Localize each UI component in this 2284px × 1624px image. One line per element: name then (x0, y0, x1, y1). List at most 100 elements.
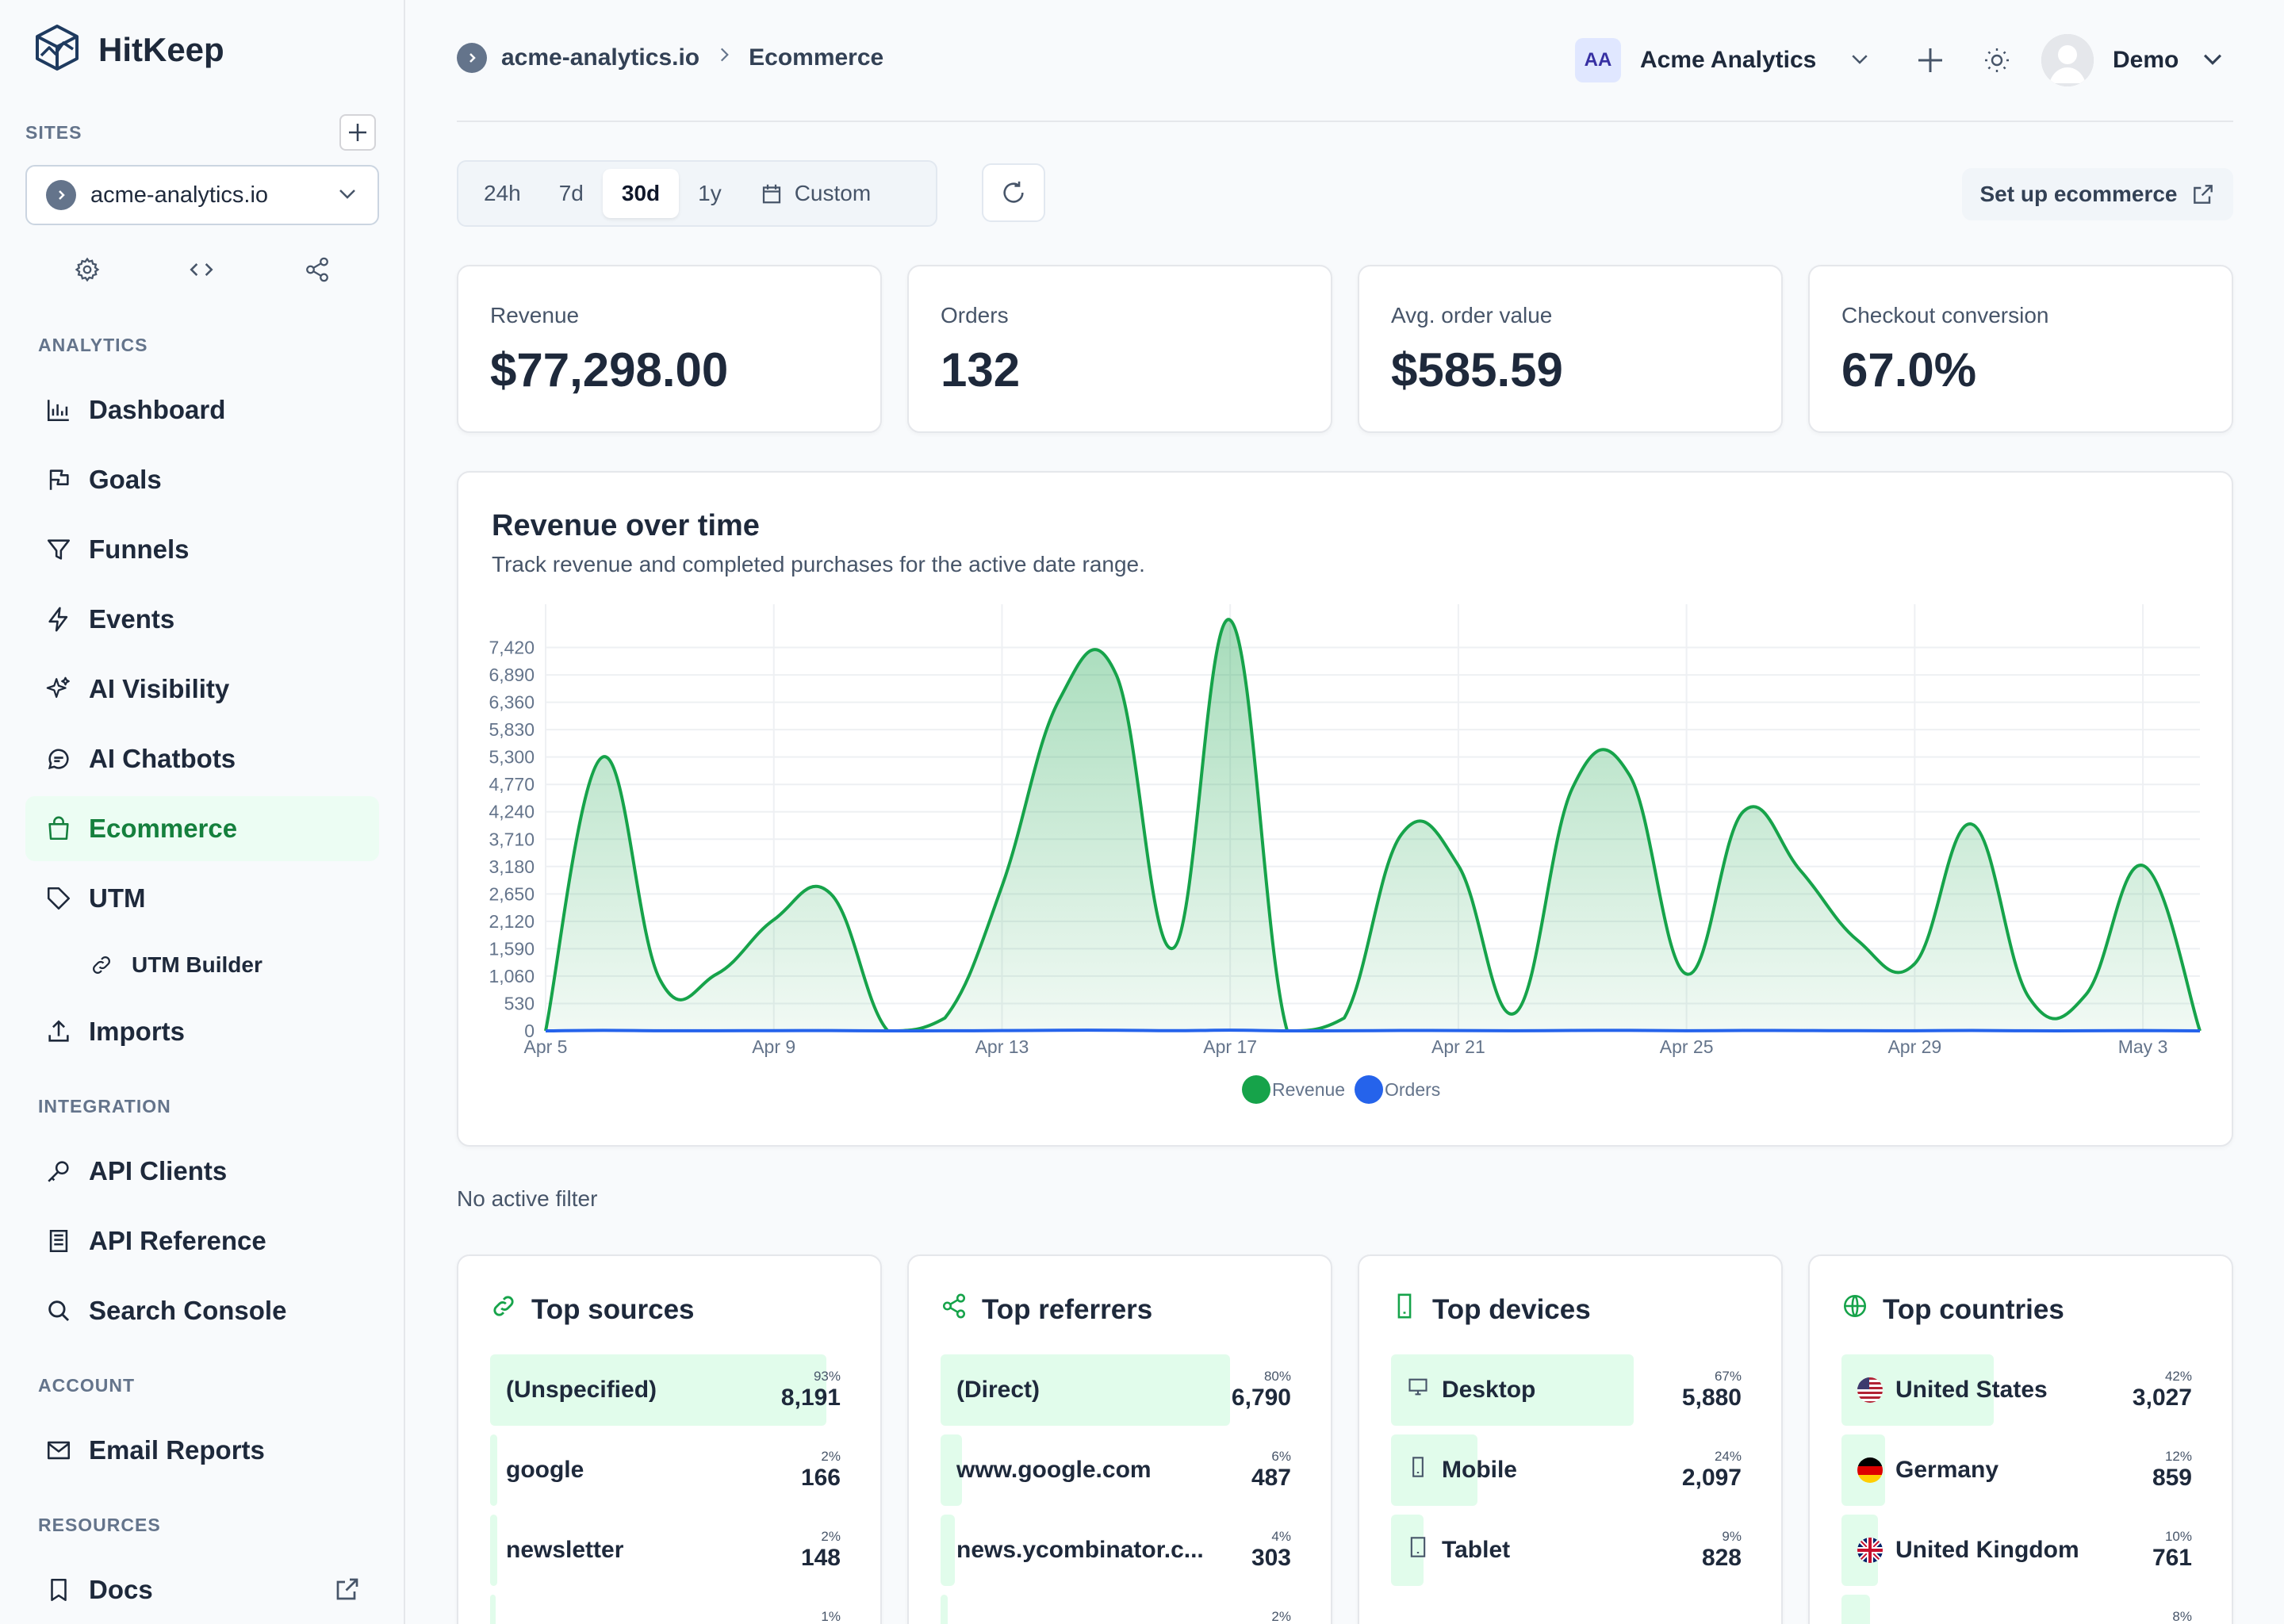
list-title: Top countries (1841, 1293, 2064, 1327)
list-row[interactable]: Tablet 9% 828 (1391, 1515, 1753, 1586)
kpi-label: Revenue (490, 303, 580, 327)
y-tick-label: 4,240 (489, 802, 535, 822)
chevron-down-icon (1848, 47, 1872, 75)
nav-ai-chatbots[interactable]: AI Chatbots (25, 726, 379, 791)
row-label: news.ycombinator.c... (956, 1537, 1204, 1563)
x-tick-label: Apr 5 (524, 1036, 568, 1057)
row-label: www.google.com (956, 1457, 1152, 1483)
row-name: United Kingdom (1857, 1515, 2079, 1586)
list-row[interactable]: (Direct) 80% 6,790 (941, 1354, 1302, 1426)
mobile-icon (1407, 1456, 1429, 1484)
row-percent: 42% (2164, 1369, 2192, 1384)
nav-ai-chatbots-label: AI Chatbots (89, 744, 236, 773)
nav-goals[interactable]: Goals (25, 447, 379, 512)
nav-ecommerce[interactable]: Ecommerce (25, 796, 379, 861)
tag-icon (43, 883, 75, 914)
list-row[interactable]: 2% (941, 1595, 1302, 1624)
list-title-text: Top sources (531, 1293, 695, 1325)
nav-funnels-label: Funnels (89, 534, 190, 564)
nav-utm-builder[interactable]: UTM Builder (68, 933, 379, 998)
list-row[interactable]: 8% (1841, 1595, 2203, 1624)
row-name: Mobile (1407, 1434, 1517, 1506)
flag-us-icon (1857, 1377, 1883, 1403)
site-settings-button[interactable] (71, 254, 103, 285)
theme-toggle-button[interactable] (1983, 32, 2011, 89)
hitkeep-logo-icon (35, 24, 79, 75)
list-row[interactable]: United States 42% 3,027 (1841, 1354, 2203, 1426)
row-name: google (506, 1434, 584, 1506)
list-row[interactable]: Germany 12% 859 (1841, 1434, 2203, 1506)
revenue-chart-card: Revenue over time Track revenue and comp… (457, 471, 2233, 1147)
share-bar (490, 1515, 498, 1586)
share-bar (1841, 1595, 1871, 1624)
list-row[interactable]: United Kingdom 10% 761 (1841, 1515, 2203, 1586)
list-row[interactable]: Desktop 67% 5,880 (1391, 1354, 1753, 1426)
list-row[interactable]: Mobile 24% 2,097 (1391, 1434, 1753, 1506)
embed-code-button[interactable] (186, 254, 217, 285)
row-value: 828 (1701, 1545, 1742, 1571)
share-site-button[interactable] (301, 254, 333, 285)
setup-ecommerce-label: Set up ecommerce (1979, 182, 2178, 206)
shopping-bag-icon (43, 813, 75, 845)
nav-imports[interactable]: Imports (25, 999, 379, 1064)
share-bar (490, 1434, 498, 1506)
range-30d-button[interactable]: 30d (602, 169, 680, 218)
nav-docs[interactable]: Docs (25, 1557, 379, 1622)
site-selector[interactable]: acme-analytics.io (25, 165, 379, 225)
list-title: Top sources (490, 1293, 695, 1327)
nav-events[interactable]: Events (25, 587, 379, 652)
nav-search-console-label: Search Console (89, 1296, 287, 1325)
nav-funnels[interactable]: Funnels (25, 517, 379, 582)
kpi-card-checkout-conversion: Checkout conversion 67.0% (1808, 265, 2233, 433)
row-percent: 2% (1271, 1609, 1291, 1624)
app-logo[interactable]: HitKeep (35, 24, 224, 75)
nav-api-reference[interactable]: API Reference (25, 1208, 379, 1274)
row-value: 3,027 (2132, 1385, 2192, 1411)
nav-search-console[interactable]: Search Console (25, 1278, 379, 1343)
range-7d-button[interactable]: 7d (558, 181, 584, 205)
nav-ecommerce-label: Ecommerce (89, 814, 238, 843)
user-menu[interactable]: Demo (2041, 32, 2226, 89)
setup-ecommerce-button[interactable]: Set up ecommerce (1962, 168, 2233, 220)
range-1y-button[interactable]: 1y (698, 181, 722, 205)
kpi-label: Checkout conversion (1841, 303, 2049, 327)
range-custom-button[interactable]: Custom (741, 169, 890, 218)
list-row[interactable]: google 2% 166 (490, 1434, 852, 1506)
list-row[interactable]: (Unspecified) 93% 8,191 (490, 1354, 852, 1426)
funnel-icon (43, 534, 75, 565)
refresh-button[interactable] (982, 163, 1045, 222)
list-card-top-countries: Top countries United States 42% 3,027 German… (1808, 1254, 2233, 1624)
nav-ai-visibility[interactable]: AI Visibility (25, 657, 379, 722)
org-switcher[interactable]: AA Acme Analytics (1575, 32, 1872, 89)
list-row[interactable]: 1% (490, 1595, 852, 1624)
revenue-chart[interactable]: 0 530 1,060 1,590 2,120 2,650 3,180 3,710 4,240 4… (458, 473, 2235, 1148)
x-tick-label: Apr 17 (1203, 1036, 1257, 1057)
row-value: 487 (1251, 1465, 1291, 1491)
refresh-icon (1003, 181, 1024, 203)
book-icon (43, 1225, 75, 1257)
row-label: (Direct) (956, 1377, 1040, 1403)
add-button[interactable] (1914, 32, 1946, 89)
plus-icon (349, 124, 366, 141)
nav-goals-label: Goals (89, 465, 162, 494)
nav-email-reports[interactable]: Email Reports (25, 1418, 379, 1483)
nav-dashboard[interactable]: Dashboard (25, 377, 379, 442)
range-24h-button[interactable]: 24h (484, 181, 521, 205)
revenue-area (546, 619, 2200, 1031)
share-bar (941, 1595, 948, 1624)
list-row[interactable]: newsletter 2% 148 (490, 1515, 852, 1586)
nav-api-clients[interactable]: API Clients (25, 1139, 379, 1204)
list-title-text: Top referrers (982, 1293, 1153, 1325)
org-badge: AA (1575, 38, 1621, 82)
nav-utm-label: UTM (89, 883, 146, 913)
list-row[interactable]: www.google.com 6% 487 (941, 1434, 1302, 1506)
list-row[interactable]: news.ycombinator.c... 4% 303 (941, 1515, 1302, 1586)
flag-gb-icon (1857, 1538, 1883, 1563)
add-site-button[interactable] (339, 114, 376, 151)
legend-revenue-label: Revenue (1272, 1079, 1345, 1100)
sites-label: SITES (25, 122, 82, 143)
nav-utm[interactable]: UTM (25, 866, 379, 931)
breadcrumb-site[interactable]: acme-analytics.io (501, 44, 700, 71)
chevron-down-icon (2199, 45, 2226, 76)
row-label: newsletter (506, 1537, 624, 1563)
